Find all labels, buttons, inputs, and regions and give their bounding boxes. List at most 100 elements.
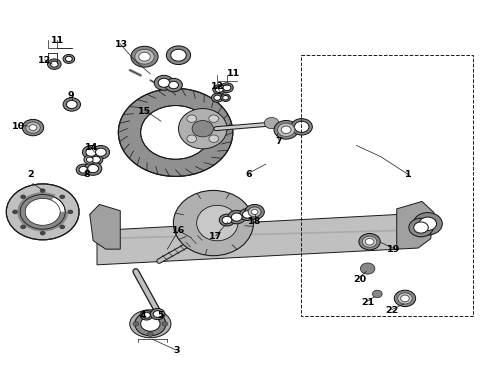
Circle shape	[273, 120, 298, 139]
Circle shape	[86, 148, 96, 156]
Circle shape	[372, 290, 381, 298]
Circle shape	[360, 263, 374, 274]
Circle shape	[66, 100, 77, 109]
Circle shape	[215, 87, 223, 93]
Circle shape	[418, 217, 436, 231]
Circle shape	[364, 238, 373, 245]
Polygon shape	[97, 214, 410, 265]
Text: 11: 11	[227, 69, 240, 78]
Circle shape	[277, 123, 294, 137]
Polygon shape	[18, 192, 68, 231]
Circle shape	[147, 311, 153, 316]
Circle shape	[67, 210, 73, 214]
Circle shape	[133, 322, 138, 326]
Text: 12: 12	[210, 82, 224, 91]
Circle shape	[393, 290, 415, 307]
Ellipse shape	[178, 109, 227, 149]
Circle shape	[248, 207, 260, 217]
Circle shape	[212, 85, 225, 94]
Circle shape	[25, 198, 60, 225]
Circle shape	[219, 214, 234, 226]
Circle shape	[150, 308, 165, 320]
Circle shape	[140, 310, 152, 320]
Circle shape	[209, 135, 218, 142]
Circle shape	[170, 49, 186, 61]
Ellipse shape	[196, 205, 237, 241]
Circle shape	[65, 56, 72, 62]
Circle shape	[89, 154, 103, 165]
Circle shape	[413, 222, 427, 233]
Circle shape	[397, 293, 411, 304]
Circle shape	[47, 59, 61, 69]
Circle shape	[158, 78, 169, 87]
Text: 16: 16	[171, 226, 185, 235]
Circle shape	[76, 164, 91, 175]
Ellipse shape	[129, 310, 171, 338]
Circle shape	[84, 162, 102, 175]
Circle shape	[131, 46, 158, 67]
Text: 4: 4	[139, 311, 146, 320]
Circle shape	[227, 210, 245, 224]
Text: 12: 12	[38, 56, 51, 65]
Circle shape	[220, 94, 230, 101]
Circle shape	[412, 213, 441, 235]
Text: 1: 1	[404, 170, 411, 179]
Circle shape	[358, 233, 379, 250]
Circle shape	[40, 188, 45, 193]
Circle shape	[231, 213, 242, 221]
Circle shape	[153, 311, 162, 317]
Polygon shape	[17, 195, 43, 212]
Text: 14: 14	[84, 143, 98, 152]
Circle shape	[26, 122, 40, 133]
Circle shape	[140, 316, 160, 331]
Circle shape	[362, 236, 376, 247]
Bar	[300, 55, 472, 316]
Circle shape	[59, 225, 65, 229]
Circle shape	[223, 85, 230, 91]
Circle shape	[22, 119, 44, 136]
Circle shape	[142, 312, 150, 318]
Circle shape	[211, 93, 223, 102]
Text: 3: 3	[173, 346, 180, 355]
Polygon shape	[118, 88, 232, 176]
Circle shape	[20, 194, 65, 229]
Text: 7: 7	[275, 137, 282, 146]
Circle shape	[244, 204, 264, 219]
Circle shape	[92, 145, 109, 159]
Circle shape	[135, 49, 154, 64]
Text: 9: 9	[67, 91, 74, 100]
Circle shape	[213, 95, 220, 100]
Text: 11: 11	[50, 36, 64, 45]
Circle shape	[264, 117, 278, 129]
Circle shape	[91, 156, 100, 163]
Circle shape	[408, 218, 432, 237]
Circle shape	[29, 125, 37, 131]
Polygon shape	[43, 212, 68, 229]
Circle shape	[136, 50, 153, 63]
Circle shape	[135, 312, 166, 336]
Polygon shape	[90, 204, 120, 249]
Text: 15: 15	[137, 107, 151, 116]
Text: 18: 18	[247, 217, 261, 226]
Ellipse shape	[173, 190, 253, 256]
Circle shape	[59, 195, 65, 199]
Circle shape	[397, 293, 411, 304]
Circle shape	[166, 46, 190, 65]
Circle shape	[251, 209, 257, 214]
Text: 21: 21	[360, 298, 374, 307]
Circle shape	[20, 225, 26, 229]
Circle shape	[84, 155, 95, 164]
Circle shape	[242, 211, 252, 218]
Circle shape	[63, 54, 75, 63]
Text: 10: 10	[12, 122, 25, 131]
Text: 8: 8	[83, 170, 90, 179]
Polygon shape	[396, 201, 433, 249]
Polygon shape	[17, 212, 43, 229]
Circle shape	[239, 209, 255, 220]
Circle shape	[79, 166, 88, 173]
Circle shape	[220, 83, 233, 93]
Circle shape	[168, 81, 178, 89]
Circle shape	[162, 322, 167, 326]
Text: 22: 22	[384, 306, 398, 315]
Circle shape	[400, 295, 408, 302]
